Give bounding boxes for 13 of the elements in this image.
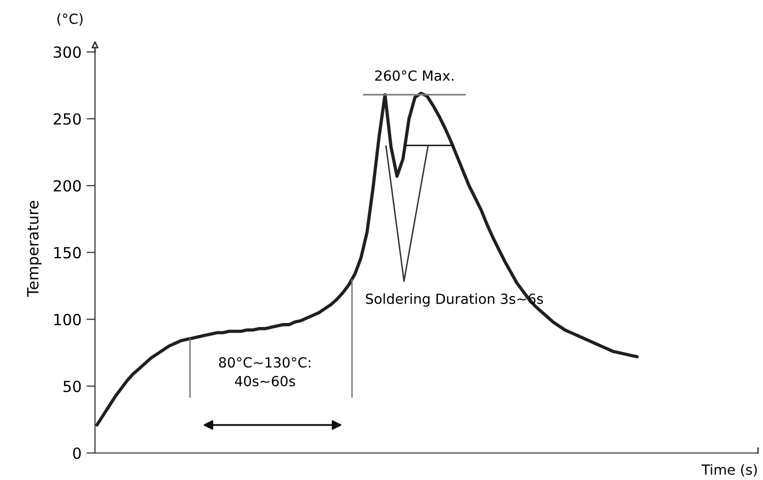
y-tick-label: 0 xyxy=(73,447,81,460)
line-series xyxy=(95,92,639,427)
x-axis-title: Time (s) xyxy=(701,464,757,476)
y-tick-label: 200 xyxy=(54,180,81,192)
text: (°C) xyxy=(57,13,83,26)
y-tick-label: 100 xyxy=(54,314,81,326)
y-tick-label: 250 xyxy=(54,113,81,125)
y-tick-label: 50 xyxy=(64,380,81,392)
annotation: 80°C~130°C: 40s~60s xyxy=(219,357,310,386)
y-axis-title: Temperature xyxy=(27,200,42,297)
ref-line-label: 260°C Max. xyxy=(375,70,454,81)
y-tick-label: 300 xyxy=(54,46,81,58)
y-tick-label: 150 xyxy=(54,246,81,258)
